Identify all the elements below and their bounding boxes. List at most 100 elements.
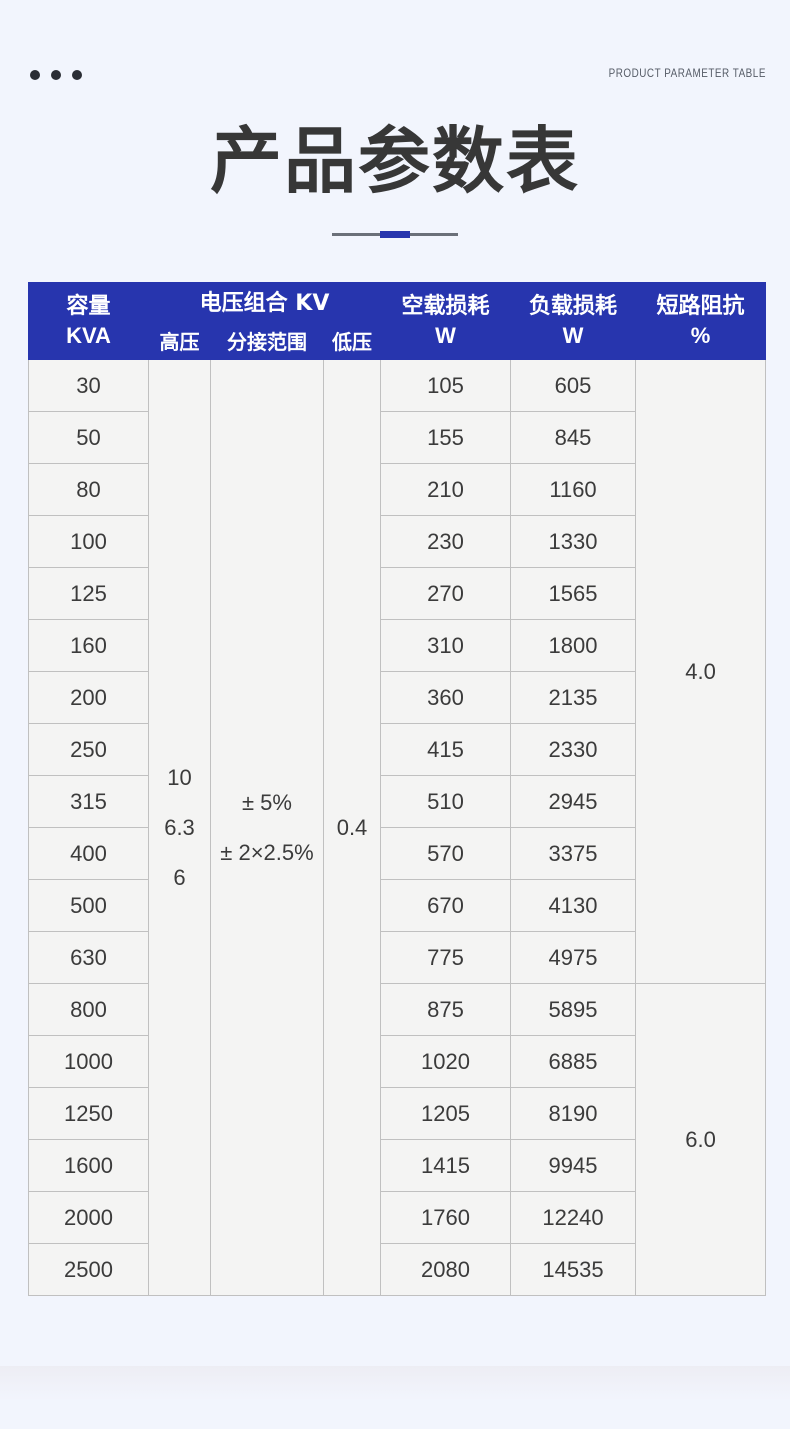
cell-capacity: 200 xyxy=(28,671,149,724)
divider-left-segment xyxy=(332,233,380,236)
header-load-loss: 负载损耗 W xyxy=(510,282,637,360)
cell-load-loss: 9945 xyxy=(510,1139,637,1192)
header-capacity-unit: KVA xyxy=(66,323,111,348)
cell-no-load-loss: 510 xyxy=(380,775,512,828)
cell-load-loss: 2330 xyxy=(510,723,637,776)
table-header-row-2: 高压 分接范围 低压 xyxy=(29,324,766,360)
table-row: 1600 1415 9945 xyxy=(28,1139,766,1192)
cell-load-loss: 4130 xyxy=(510,879,637,932)
header-impedance-unit: % xyxy=(690,323,711,348)
cell-capacity: 2500 xyxy=(28,1243,149,1296)
cell-load-loss: 6885 xyxy=(510,1035,637,1088)
three-dots-icon xyxy=(30,70,82,80)
table-row: 400 570 3375 xyxy=(28,827,766,880)
table-row: 2000 1760 12240 xyxy=(28,1191,766,1244)
header-tap-range: 分接范围 xyxy=(210,324,324,360)
table-row: 100 230 1330 xyxy=(28,515,766,568)
cell-capacity: 630 xyxy=(28,931,149,984)
table-row: 30 10 6.3 6 ± 5% ± 2×2.5% 0.4 105 605 4.0 xyxy=(28,359,767,1296)
table-row: 800 875 5895 6.0 xyxy=(28,983,767,1296)
cell-load-loss: 1565 xyxy=(510,567,637,620)
cell-no-load-loss: 210 xyxy=(380,463,512,516)
cell-capacity: 100 xyxy=(28,515,149,568)
cell-load-loss: 14535 xyxy=(510,1243,637,1296)
high-voltage-value: 6 xyxy=(173,864,186,890)
header-load-loss-unit: W xyxy=(562,323,584,348)
cell-capacity: 1250 xyxy=(28,1087,149,1140)
cell-capacity: 500 xyxy=(28,879,149,932)
cell-load-loss: 8190 xyxy=(510,1087,637,1140)
cell-no-load-loss: 360 xyxy=(380,671,512,724)
cell-no-load-loss: 155 xyxy=(380,411,512,464)
header-high-voltage: 高压 xyxy=(148,324,211,360)
cell-no-load-loss: 2080 xyxy=(380,1243,512,1296)
cell-capacity: 80 xyxy=(28,463,149,516)
cell-capacity: 1000 xyxy=(28,1035,149,1088)
cell-capacity: 1600 xyxy=(28,1139,149,1192)
table-row: 500 670 4130 xyxy=(28,879,766,932)
cell-load-loss: 4975 xyxy=(510,931,637,984)
cell-no-load-loss: 415 xyxy=(380,723,512,776)
header-capacity: 容量 KVA xyxy=(28,282,149,360)
cell-no-load-loss: 1205 xyxy=(380,1087,512,1140)
cell-capacity: 315 xyxy=(28,775,149,828)
cell-impedance-group-1: 4.0 xyxy=(635,359,767,984)
page-title: 产品参数表 xyxy=(209,119,580,203)
spec-table-container: 容量 KVA 电压组合 KV 空载损耗 W 负载损耗 W 短路阻抗 % 高 xyxy=(28,282,767,1296)
header-voltage-group: 电压组合 KV xyxy=(147,282,382,325)
header-capacity-label: 容量 xyxy=(66,294,111,319)
cell-load-loss: 1800 xyxy=(510,619,637,672)
header-impedance-label: 短路阻抗 xyxy=(656,294,745,319)
cell-no-load-loss: 230 xyxy=(380,515,512,568)
cell-no-load-loss: 1760 xyxy=(380,1191,512,1244)
divider-accent-segment xyxy=(380,231,410,238)
product-parameter-table: 容量 KVA 电压组合 KV 空载损耗 W 负载损耗 W 短路阻抗 % 高 xyxy=(28,282,767,1296)
table-header-row-1: 容量 KVA 电压组合 KV 空载损耗 W 负载损耗 W 短路阻抗 % xyxy=(28,282,767,360)
cell-load-loss: 12240 xyxy=(510,1191,637,1244)
table-row: 2500 2080 14535 xyxy=(28,1243,766,1296)
table-row: 315 510 2945 xyxy=(28,775,766,828)
cell-capacity: 400 xyxy=(28,827,149,880)
high-voltage-value: 10 xyxy=(167,764,192,790)
dot-3 xyxy=(72,70,82,80)
eyebrow-label: PRODUCT PARAMETER TABLE xyxy=(608,68,766,80)
cell-capacity: 160 xyxy=(28,619,149,672)
table-row: 1250 1205 8190 xyxy=(28,1087,766,1140)
cell-capacity: 50 xyxy=(28,411,149,464)
dot-2 xyxy=(51,70,61,80)
header-no-load-loss-unit: W xyxy=(435,323,456,348)
cell-load-loss: 1160 xyxy=(510,463,637,516)
cell-load-loss: 3375 xyxy=(510,827,637,880)
table-row: 250 415 2330 xyxy=(28,723,766,776)
cell-no-load-loss: 1020 xyxy=(380,1035,512,1088)
dot-1 xyxy=(30,70,40,80)
cell-capacity: 800 xyxy=(28,983,149,1036)
cell-no-load-loss: 570 xyxy=(380,827,512,880)
cell-impedance-group-2: 6.0 xyxy=(635,983,767,1296)
footer-fade xyxy=(0,1366,790,1429)
cell-no-load-loss: 1415 xyxy=(380,1139,512,1192)
header-impedance: 短路阻抗 % xyxy=(635,282,767,360)
cell-no-load-loss: 775 xyxy=(380,931,512,984)
table-body: 30 10 6.3 6 ± 5% ± 2×2.5% 0.4 105 605 4.0 50 155 845… xyxy=(28,359,767,1296)
table-row: 80 210 1160 xyxy=(28,463,766,516)
header-low-voltage: 低压 xyxy=(322,324,382,360)
cell-load-loss: 2945 xyxy=(510,775,637,828)
table-header: 容量 KVA 电压组合 KV 空载损耗 W 负载损耗 W 短路阻抗 % 高 xyxy=(28,282,767,360)
tap-range-value: ± 5% xyxy=(242,789,292,815)
cell-low-voltage: 0.4 xyxy=(322,359,382,1296)
cell-no-load-loss: 270 xyxy=(380,567,512,620)
high-voltage-value: 6.3 xyxy=(164,814,195,840)
tap-range-value: ± 2×2.5% xyxy=(220,839,314,865)
cell-capacity: 125 xyxy=(28,567,149,620)
header-no-load-loss-label: 空载损耗 xyxy=(401,294,490,319)
cell-load-loss: 1330 xyxy=(510,515,637,568)
cell-high-voltage: 10 6.3 6 xyxy=(148,359,211,1296)
cell-load-loss: 845 xyxy=(510,411,637,464)
cell-no-load-loss: 105 xyxy=(380,359,512,412)
table-row: 200 360 2135 xyxy=(28,671,766,724)
title-divider xyxy=(0,231,790,238)
cell-load-loss: 605 xyxy=(510,359,637,412)
table-row: 1000 1020 6885 xyxy=(28,1035,766,1088)
header-no-load-loss: 空载损耗 W xyxy=(380,282,512,360)
